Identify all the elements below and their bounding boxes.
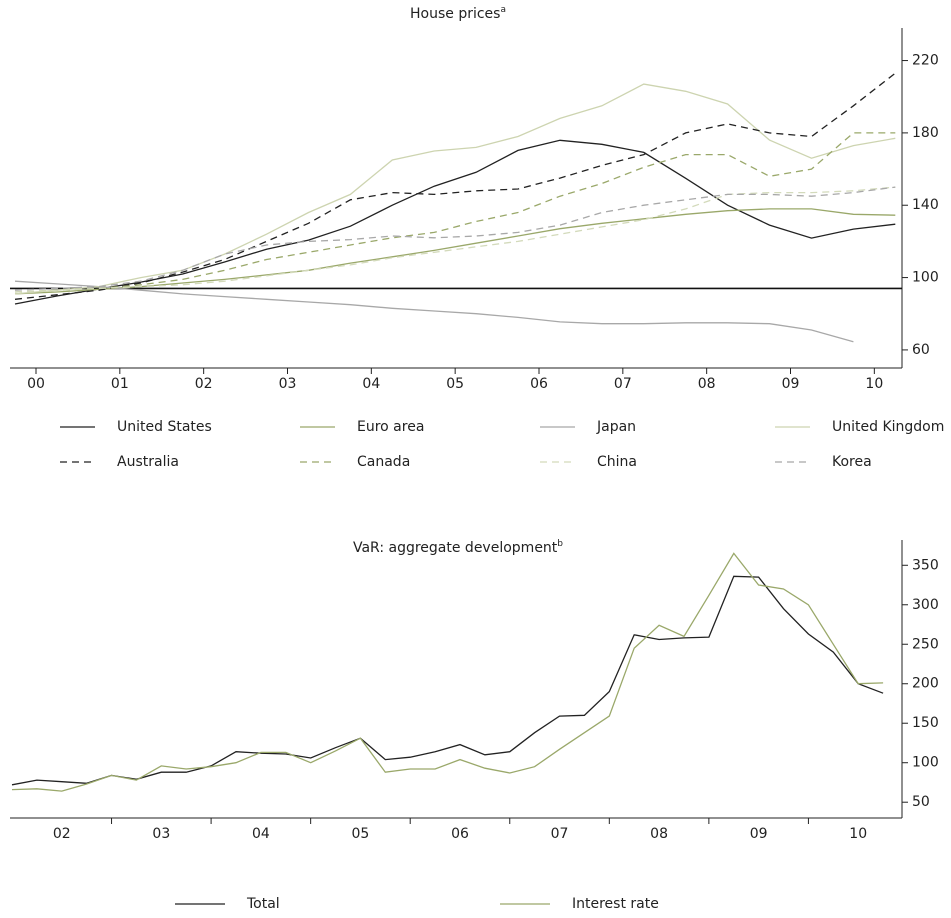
series-line: [14, 186, 896, 293]
legend-label: Euro area: [357, 419, 424, 435]
y-tick-label: 100: [912, 755, 939, 771]
y-tick-label: 220: [912, 53, 939, 69]
x-tick-label: 02: [195, 376, 213, 392]
y-tick-label: 50: [912, 794, 930, 810]
x-tick-label: 09: [750, 826, 768, 842]
series-line: [11, 575, 884, 786]
series-line: [14, 132, 896, 293]
x-tick-label: 09: [782, 376, 800, 392]
x-tick-label: 06: [530, 376, 548, 392]
legend-label: Interest rate: [572, 896, 659, 912]
x-tick-label: 04: [362, 376, 380, 392]
x-tick-label: 04: [252, 826, 270, 842]
chart-title: House pricesa: [410, 5, 506, 23]
y-tick-label: 200: [912, 676, 939, 692]
x-tick-label: 07: [614, 376, 632, 392]
x-tick-label: 03: [279, 376, 297, 392]
title-superscript: a: [500, 5, 506, 15]
x-tick-label: 02: [53, 826, 71, 842]
y-tick-label: 100: [912, 270, 939, 286]
series-line: [14, 186, 896, 291]
x-tick-label: 07: [551, 826, 569, 842]
x-tick-label: 00: [27, 376, 45, 392]
y-tick-label: 60: [912, 342, 930, 358]
x-tick-label: 06: [451, 826, 469, 842]
legend-label: Japan: [596, 419, 636, 435]
x-tick-label: 03: [152, 826, 170, 842]
x-tick-label: 01: [111, 376, 129, 392]
legend-label: Korea: [832, 454, 872, 470]
x-tick-label: 08: [650, 826, 668, 842]
legend-label: Total: [246, 896, 280, 912]
y-tick-label: 180: [912, 125, 939, 141]
x-tick-label: 10: [865, 376, 883, 392]
x-tick-label: 08: [698, 376, 716, 392]
series-line: [14, 208, 896, 295]
y-tick-label: 140: [912, 197, 939, 213]
y-tick-label: 150: [912, 715, 939, 731]
title-superscript: b: [557, 539, 563, 549]
series-line: [14, 83, 896, 295]
y-tick-label: 300: [912, 597, 939, 613]
legend-label: Canada: [357, 454, 410, 470]
series-line: [11, 552, 884, 792]
y-tick-label: 350: [912, 557, 939, 573]
title-text: VaR: aggregate development: [353, 540, 558, 556]
title-text: House prices: [410, 6, 500, 22]
series-line: [14, 280, 854, 343]
y-tick-label: 250: [912, 636, 939, 652]
legend-label: United States: [117, 419, 212, 435]
series-line: [14, 72, 896, 300]
x-tick-label: 10: [849, 826, 867, 842]
x-tick-label: 05: [446, 376, 464, 392]
chart-title: VaR: aggregate developmentb: [353, 539, 563, 557]
x-tick-label: 05: [352, 826, 370, 842]
legend-label: United Kingdom: [832, 419, 944, 435]
legend-label: Australia: [117, 454, 179, 470]
legend-label: China: [597, 454, 637, 470]
